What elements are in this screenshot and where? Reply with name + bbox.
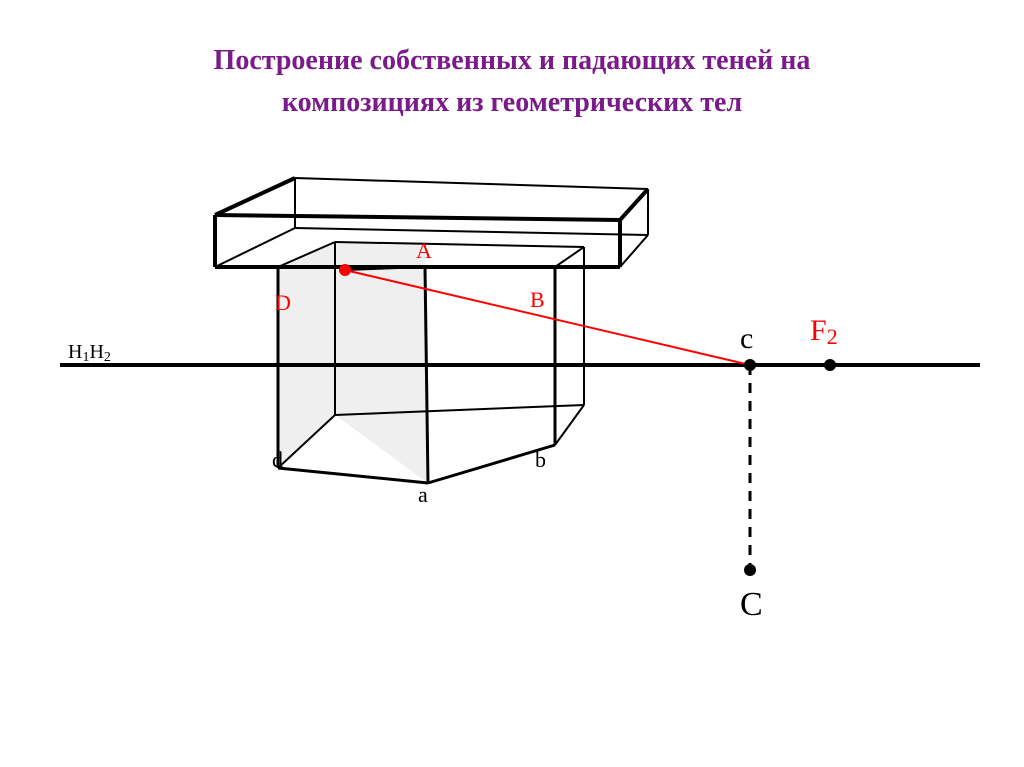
svg-text:B: B xyxy=(530,287,545,312)
svg-text:b: b xyxy=(535,447,546,472)
svg-text:a: a xyxy=(418,482,428,507)
svg-text:c: c xyxy=(740,322,753,355)
svg-text:A: A xyxy=(416,238,432,263)
svg-text:H1H2: H1H2 xyxy=(68,341,111,365)
svg-text:D: D xyxy=(275,290,291,315)
diagram-canvas: A D Bd b a c C F2 H1H2 xyxy=(0,0,1024,767)
svg-text:C: C xyxy=(740,586,763,623)
svg-text:F2: F2 xyxy=(810,314,838,349)
svg-text:d: d xyxy=(272,447,283,472)
